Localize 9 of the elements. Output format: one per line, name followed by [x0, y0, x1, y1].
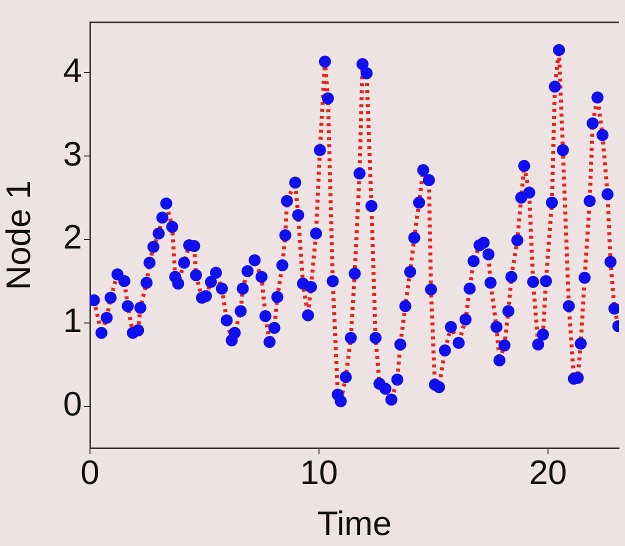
- x-axis-title: Time: [317, 504, 392, 543]
- y-tick-label: 1: [63, 302, 82, 340]
- x-tick-label: 20: [529, 454, 567, 492]
- x-tick-label: 10: [300, 454, 338, 492]
- y-axis-title: Node 1: [0, 180, 38, 290]
- y-tick-label: 4: [63, 52, 82, 90]
- y-tick-label: 2: [63, 218, 82, 257]
- y-tick-label: 0: [63, 386, 82, 424]
- y-tick-label: 3: [63, 135, 82, 174]
